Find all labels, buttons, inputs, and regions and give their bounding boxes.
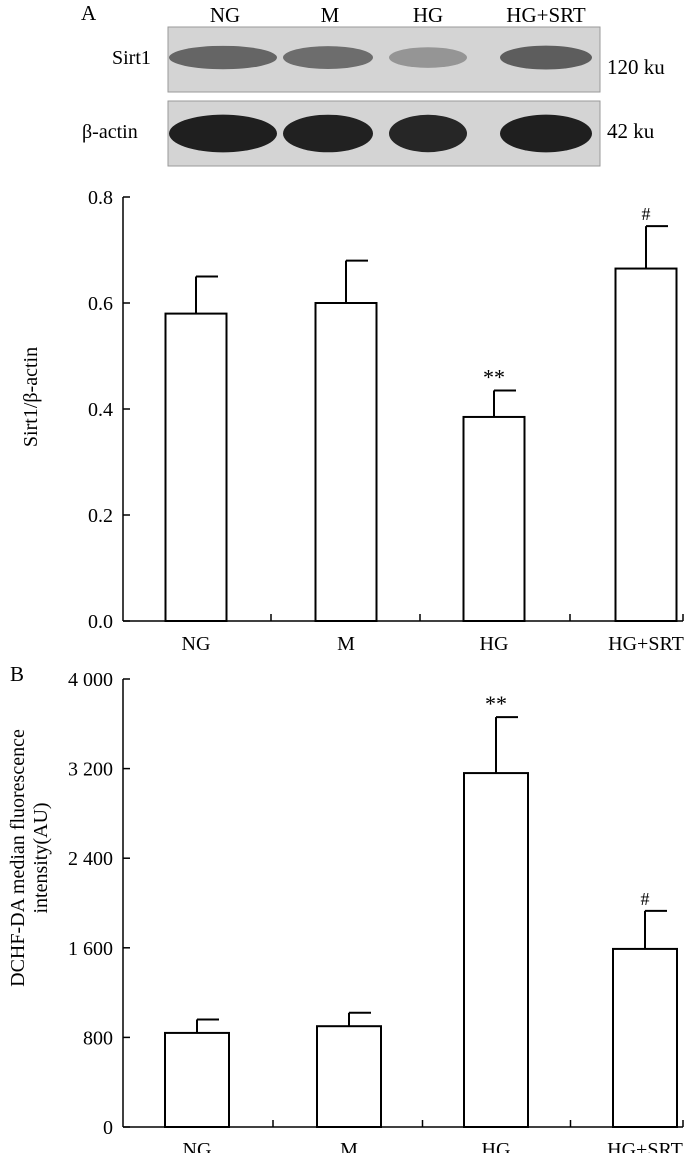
chart1-y-tick-label: 0.6 xyxy=(88,293,113,315)
chart1-y-axis-title: Sirt1/β-actin xyxy=(20,347,42,447)
chart2-y-tick-label: 4 000 xyxy=(68,669,113,691)
blot-band-r1-l0 xyxy=(169,114,277,153)
chart2-x-tick-label: NG xyxy=(183,1139,212,1153)
blot-row-label-sirt1: Sirt1 xyxy=(112,47,151,69)
chart2-bar xyxy=(612,947,678,1128)
chart2-x-tick-label: HG xyxy=(482,1139,511,1153)
blot-lane-label-hg-srt: HG+SRT xyxy=(506,3,586,27)
chart1-bar xyxy=(614,267,678,622)
blot-lane-label-ng: NG xyxy=(210,3,240,27)
western-blot xyxy=(167,26,601,167)
chart1-y-tick-label: 0.4 xyxy=(88,399,113,421)
blot-size-label-sirt1: 120 ku xyxy=(607,55,665,79)
chart2-y-axis-title-line2: intensity(AU) xyxy=(30,802,52,913)
panel-a-label: A xyxy=(81,1,97,25)
chart1-significance-label: ** xyxy=(483,364,505,389)
panel-b-label: B xyxy=(10,662,24,686)
blot-band-r1-l3 xyxy=(500,114,592,153)
blot-band-r0-l3 xyxy=(500,45,592,70)
blot-lane-labels: NG M HG HG+SRT xyxy=(210,3,586,27)
chart1-x-tick-label: NG xyxy=(182,633,211,655)
blot-band-r0-l1 xyxy=(283,46,373,70)
chart2-x-tick-label: M xyxy=(340,1139,358,1153)
chart1-y-tick-label: 0.0 xyxy=(88,611,113,633)
chart2-significance-label: ** xyxy=(485,691,507,716)
chart2-significance-label: # xyxy=(641,889,650,909)
chart2-y-tick-label: 3 200 xyxy=(68,759,113,781)
blot-row-label-actin: β-actin xyxy=(82,121,138,143)
chart2-y-tick-label: 1 600 xyxy=(68,938,113,960)
chart2-y-tick-label: 0 xyxy=(103,1117,113,1139)
blot-band-r1-l2 xyxy=(389,114,467,153)
chart1-x-tick-label: M xyxy=(337,633,355,655)
chart2-bar xyxy=(164,1031,230,1129)
sirt1-bar-chart: Sirt1/β-actin 0.0 0.2 0.4 0.6 0.8 NG M ** HG # HG+… xyxy=(20,187,684,655)
blot-lane-label-m: M xyxy=(321,3,340,27)
chart1-bar xyxy=(314,302,378,622)
chart1-x-tick-label: HG xyxy=(480,633,509,655)
chart1-y-tick-label: 0.2 xyxy=(88,505,113,527)
blot-lane-label-hg: HG xyxy=(413,3,443,27)
chart2-bar xyxy=(316,1025,382,1128)
chart1-x-tick-label: HG+SRT xyxy=(608,633,684,655)
blot-band-r1-l1 xyxy=(283,114,373,153)
panel-a: A NG M HG HG+SRT Sirt1 120 ku β-actin 42… xyxy=(81,1,665,167)
chart2-bar xyxy=(463,772,529,1129)
blot-band-r0-l0 xyxy=(169,45,277,70)
chart2-y-tick-label: 2 400 xyxy=(68,848,113,870)
chart1-bar xyxy=(462,415,526,623)
chart1-y-tick-label: 0.8 xyxy=(88,187,113,209)
blot-band-r0-l2 xyxy=(389,47,467,68)
chart2-y-tick-label: 800 xyxy=(83,1027,113,1049)
chart2-y-axis-title-line1: DCHF-DA median fluorescence xyxy=(7,729,29,987)
chart1-significance-label: # xyxy=(642,204,651,224)
chart2-x-tick-label: HG+SRT xyxy=(607,1139,683,1153)
chart1-bar xyxy=(164,312,228,622)
dchf-bar-chart: DCHF-DA median fluorescence intensity(AU… xyxy=(7,669,684,1153)
blot-size-label-actin: 42 ku xyxy=(607,119,655,143)
